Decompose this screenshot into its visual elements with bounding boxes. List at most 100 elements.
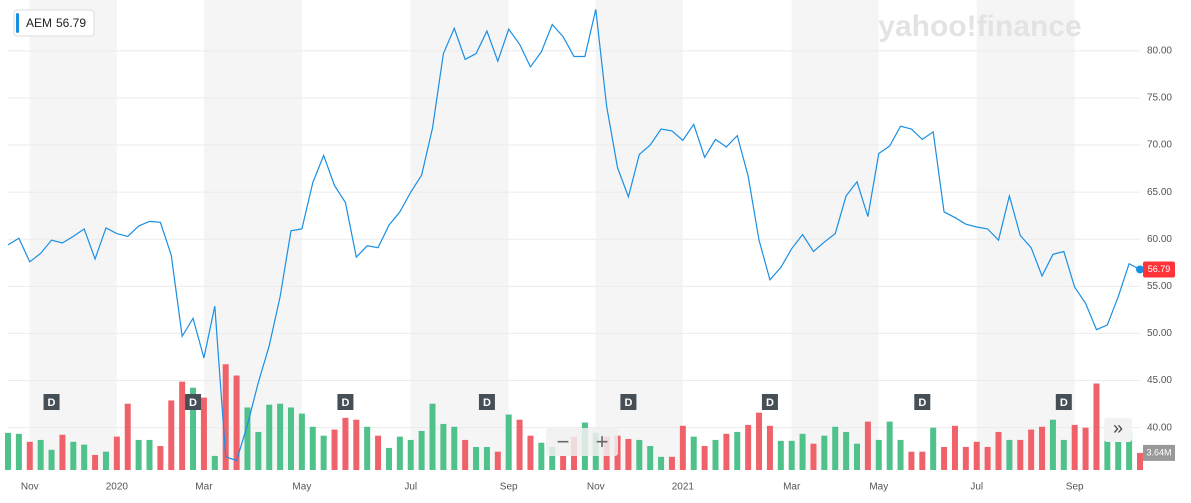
month-band [29,0,117,470]
volume-bar [756,412,763,470]
volume-bar [146,439,153,470]
volume-bar [864,421,871,470]
zoom-controls-bg [546,428,618,456]
volume-bar [875,439,882,470]
month-band [410,0,509,470]
zoom-out[interactable]: − [557,429,570,454]
volume-bar [995,431,1002,470]
volume-bar [560,455,567,470]
expand-button[interactable]: » [1113,418,1123,438]
volume-bar [48,449,55,470]
volume-bar [473,446,480,470]
dividend-label: D [918,397,926,409]
volume-bar [668,456,675,470]
volume-bar [494,451,501,470]
volume-bar [777,440,784,470]
dividend-marker[interactable] [43,394,60,410]
dividend-label: D [766,397,774,409]
volume-bar [309,426,316,470]
volume-bar [1049,419,1056,470]
volume-bar [1028,429,1035,470]
volume-bar [832,426,839,470]
volume-bar [266,404,273,470]
dividend-label: D [1060,397,1068,409]
x-tick-label: 2021 [672,482,695,493]
volume-bar [930,427,937,470]
volume-label: 3.64M [1146,447,1171,457]
volume-bar [962,446,969,470]
volume-bar [1137,452,1143,470]
x-tick-label: Jul [404,482,417,493]
dividend-marker[interactable] [478,394,495,410]
volume-bar [636,439,643,470]
volume-bar [886,421,893,470]
dividend-marker[interactable] [761,394,778,410]
dividend-marker[interactable] [1055,394,1072,410]
x-tick-label: May [292,482,311,493]
volume-bar [396,436,403,470]
volume-bar [658,456,665,470]
volume-bar [124,403,131,470]
volume-bar [26,441,33,470]
volume-bar [385,447,392,470]
volume-bar [527,435,534,470]
volume-bar [625,438,632,470]
volume-bar [375,435,382,470]
volume-bar [113,436,120,470]
x-tick-label: Nov [587,482,605,493]
volume-bar [538,442,545,470]
x-tick-label: Sep [500,482,518,493]
volume-bar [15,433,22,470]
volume-bar [81,444,88,470]
volume-bar [418,430,425,470]
dividend-label: D [483,397,491,409]
volume-bar [179,381,186,470]
volume-bar [1039,426,1046,470]
expand-bg [1104,418,1132,442]
volume-bar [1104,429,1111,470]
x-tick-label: Mar [783,482,801,493]
dividend-marker[interactable] [185,394,202,410]
zoom-in[interactable]: + [596,429,609,454]
volume-bar [135,439,142,470]
legend-value: 56.79 [56,16,86,30]
volume-bar [59,434,66,470]
volume-bar [483,446,490,470]
x-tick-label: Nov [21,482,39,493]
x-tick-label: 2020 [106,482,129,493]
dividend-marker[interactable] [620,394,637,410]
legend-name: AEM [26,16,52,30]
volume-bar [407,439,414,470]
y-tick-label: 70.00 [1147,140,1172,151]
volume-bar [298,413,305,470]
volume-bar [897,439,904,470]
dividend-label: D [341,397,349,409]
volume-bar [1115,439,1122,470]
volume-bar [233,375,240,470]
volume-bar [973,441,980,470]
volume-bar [788,440,795,470]
volume-bar [331,429,338,470]
volume-bar [679,425,686,470]
dividend-marker[interactable] [337,394,354,410]
dividend-marker[interactable] [914,394,931,410]
dividend-label: D [189,397,197,409]
month-band [791,0,879,470]
volume-bar [1006,439,1013,470]
watermark: yahoo!finance [878,10,1081,43]
volume-bar [1017,439,1024,470]
volume-bar [1126,431,1133,470]
dividend-label: D [624,397,632,409]
y-tick-label: 40.00 [1147,422,1172,433]
volume-bar [277,403,284,470]
volume-bar [200,397,207,470]
volume-bar [429,403,436,470]
x-tick-label: May [869,482,888,493]
volume-bar [157,446,164,470]
volume-bar [342,417,349,470]
volume-bar [843,431,850,470]
volume-bar [1060,439,1067,470]
x-tick-label: Sep [1066,482,1084,493]
volume-bar [5,432,11,470]
